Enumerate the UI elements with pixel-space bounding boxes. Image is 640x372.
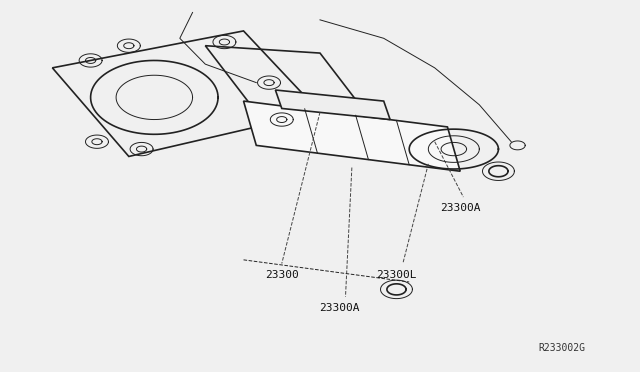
Polygon shape [275,90,390,119]
Polygon shape [244,101,460,171]
Text: 23300: 23300 [265,270,299,280]
Text: 23300A: 23300A [319,303,360,313]
Text: R233002G: R233002G [539,343,586,353]
Text: 23300A: 23300A [440,203,481,213]
Text: 23300L: 23300L [376,270,417,280]
